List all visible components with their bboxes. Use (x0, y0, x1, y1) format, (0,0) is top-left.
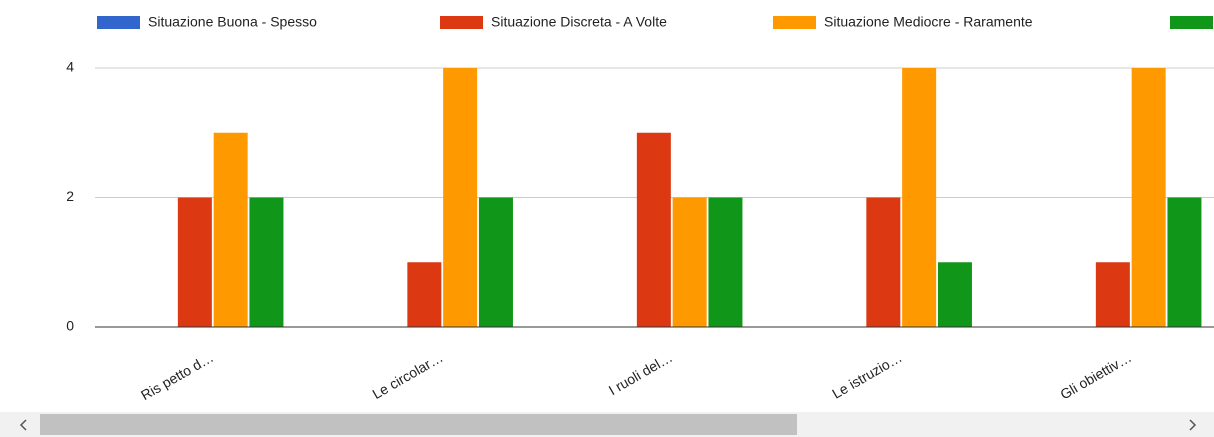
bar (1095, 262, 1130, 327)
x-tick-label: I ruoli del… (606, 349, 675, 398)
bar (1167, 197, 1202, 327)
bar (478, 197, 513, 327)
bar (636, 132, 671, 327)
legend-label: Situazione Discreta - A Volte (491, 14, 667, 30)
bar (1131, 68, 1166, 327)
bar (866, 197, 901, 327)
legend-swatch (1170, 16, 1213, 29)
y-tick-label: 2 (66, 188, 74, 204)
bar (407, 262, 442, 327)
bar (249, 197, 284, 327)
bar (443, 68, 478, 327)
legend-label: Situazione Buona - Spesso (148, 14, 317, 30)
legend-swatch (773, 16, 816, 29)
y-tick-label: 4 (66, 59, 74, 75)
scroll-thumb[interactable] (40, 414, 797, 435)
y-tick-label: 0 (66, 318, 74, 334)
scroll-left[interactable] (19, 419, 27, 431)
bar (902, 68, 937, 327)
x-tick-label: Le circolar… (370, 349, 446, 402)
x-tick-label: Le istruzio… (829, 349, 904, 402)
x-tick-label: Gli obiettiv… (1057, 349, 1134, 403)
legend-label: Situazione Mediocre - Raramente (824, 14, 1033, 30)
legend-swatch (97, 16, 140, 29)
x-tick-label: Ris petto d… (138, 349, 216, 403)
bar (213, 132, 248, 327)
plot: Situazione Buona - Spesso Situazione Disc… (66, 14, 1214, 403)
legend-swatch (440, 16, 483, 29)
scrollbar[interactable] (0, 412, 1214, 437)
bar (708, 197, 743, 327)
bar (937, 262, 972, 327)
scroll-right[interactable] (1189, 419, 1197, 431)
bar (672, 197, 707, 327)
bar (177, 197, 212, 327)
